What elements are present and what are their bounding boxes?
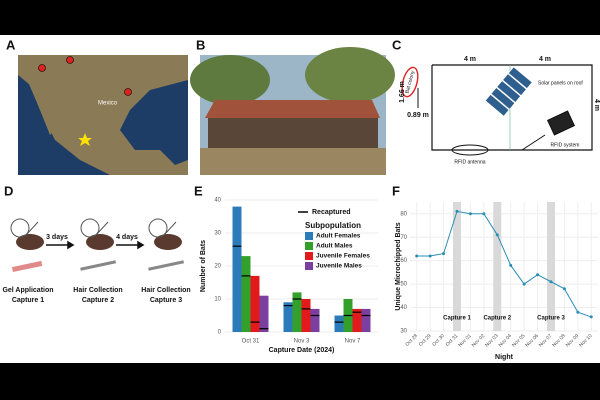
point <box>482 212 486 216</box>
photo <box>190 47 395 175</box>
point <box>468 212 472 216</box>
legend-swatch <box>305 252 313 260</box>
point <box>442 252 446 256</box>
step-capture: Capture 2 <box>82 297 114 304</box>
y-tick-label: 40 <box>400 305 407 311</box>
y-axis-label: Unique Microchipped Bats <box>395 222 402 310</box>
legend-swatch <box>305 262 313 270</box>
y-tick-label: 70 <box>400 235 407 241</box>
panel-label: E <box>194 183 203 198</box>
bar <box>283 302 293 332</box>
diagram-label: 4 m <box>593 99 600 111</box>
point <box>589 315 593 319</box>
diagram-label: Solar panels on roof <box>538 80 583 86</box>
capture-label: Capture 2 <box>483 316 511 322</box>
diagram-label: 1.66 m <box>399 81 406 103</box>
capture-label: Capture 3 <box>537 316 565 322</box>
bar <box>352 308 362 332</box>
y-axis-label: Number of Bats <box>200 240 207 292</box>
step-action: Hair Collection <box>73 287 122 294</box>
capture-band <box>493 202 502 331</box>
legend-label: Adult Males <box>316 243 353 250</box>
panel-label: F <box>392 183 400 198</box>
capture-band <box>453 202 461 331</box>
x-tick-label: Nov 3 <box>294 339 310 345</box>
step-capture: Capture 1 <box>12 297 44 304</box>
x-axis-label: Capture Date (2024) <box>269 347 335 354</box>
y-tick-label: 60 <box>400 258 407 264</box>
map: Mexico <box>18 55 188 175</box>
x-tick-label: Nov 7 <box>345 339 361 345</box>
bar <box>310 308 320 332</box>
legend-label: Juvenile Females <box>316 253 370 260</box>
point <box>495 233 499 237</box>
y-tick-label: 0 <box>218 330 222 336</box>
legend-swatch <box>305 242 313 250</box>
panel-label: C <box>392 37 402 52</box>
line <box>416 210 592 318</box>
diagram-label: RFID system <box>551 142 580 148</box>
legend-label: Juvenile Males <box>316 263 362 270</box>
capture-label: Capture 1 <box>443 316 471 322</box>
y-tick-label: 40 <box>214 198 221 204</box>
diagram-label: RFID antenna <box>454 159 485 165</box>
point <box>522 282 526 286</box>
point <box>509 263 513 267</box>
map-label: Mexico <box>98 101 118 107</box>
point <box>455 209 459 213</box>
point <box>562 287 566 291</box>
legend-swatch <box>305 232 313 240</box>
bar <box>232 206 242 332</box>
legend-recaptured: Recaptured <box>312 209 351 216</box>
point <box>576 310 580 314</box>
y-tick-label: 50 <box>400 282 407 288</box>
panel-label: D <box>4 183 13 198</box>
x-tick-label: Oct 31 <box>242 339 260 345</box>
bar <box>361 308 371 332</box>
timeline-drawing <box>10 218 185 273</box>
bar <box>259 295 269 332</box>
y-tick-label: 20 <box>214 264 221 270</box>
legend-title: Subpopulation <box>305 221 361 230</box>
bar <box>292 292 302 332</box>
bar <box>334 315 344 332</box>
bar <box>301 299 311 332</box>
panel-label: B <box>196 37 205 52</box>
diagram-label: Bat colony <box>404 70 416 95</box>
y-tick-label: 30 <box>214 231 221 237</box>
bar <box>241 256 251 332</box>
y-tick-label: 80 <box>400 211 407 217</box>
point <box>428 254 432 258</box>
bar <box>250 275 260 332</box>
diagram <box>401 64 593 156</box>
x-axis-label: Night <box>495 354 514 361</box>
panel-label: A <box>6 37 16 52</box>
gap-label: 4 days <box>116 234 138 241</box>
point <box>549 280 553 284</box>
capture-band <box>547 202 555 331</box>
point <box>415 254 419 258</box>
point <box>536 273 540 277</box>
y-tick-label: 30 <box>400 329 407 335</box>
legend-label: Adult Females <box>316 233 361 240</box>
diagram-label: 4 m <box>539 56 551 63</box>
gap-label: 3 days <box>46 234 68 241</box>
y-tick-label: 10 <box>214 297 221 303</box>
step-action: Gel Application <box>2 287 53 294</box>
step-action: Hair Collection <box>141 287 190 294</box>
diagram-label: 4 m <box>464 56 476 63</box>
step-capture: Capture 3 <box>150 297 182 304</box>
diagram-label: 0.89 m <box>407 112 429 119</box>
